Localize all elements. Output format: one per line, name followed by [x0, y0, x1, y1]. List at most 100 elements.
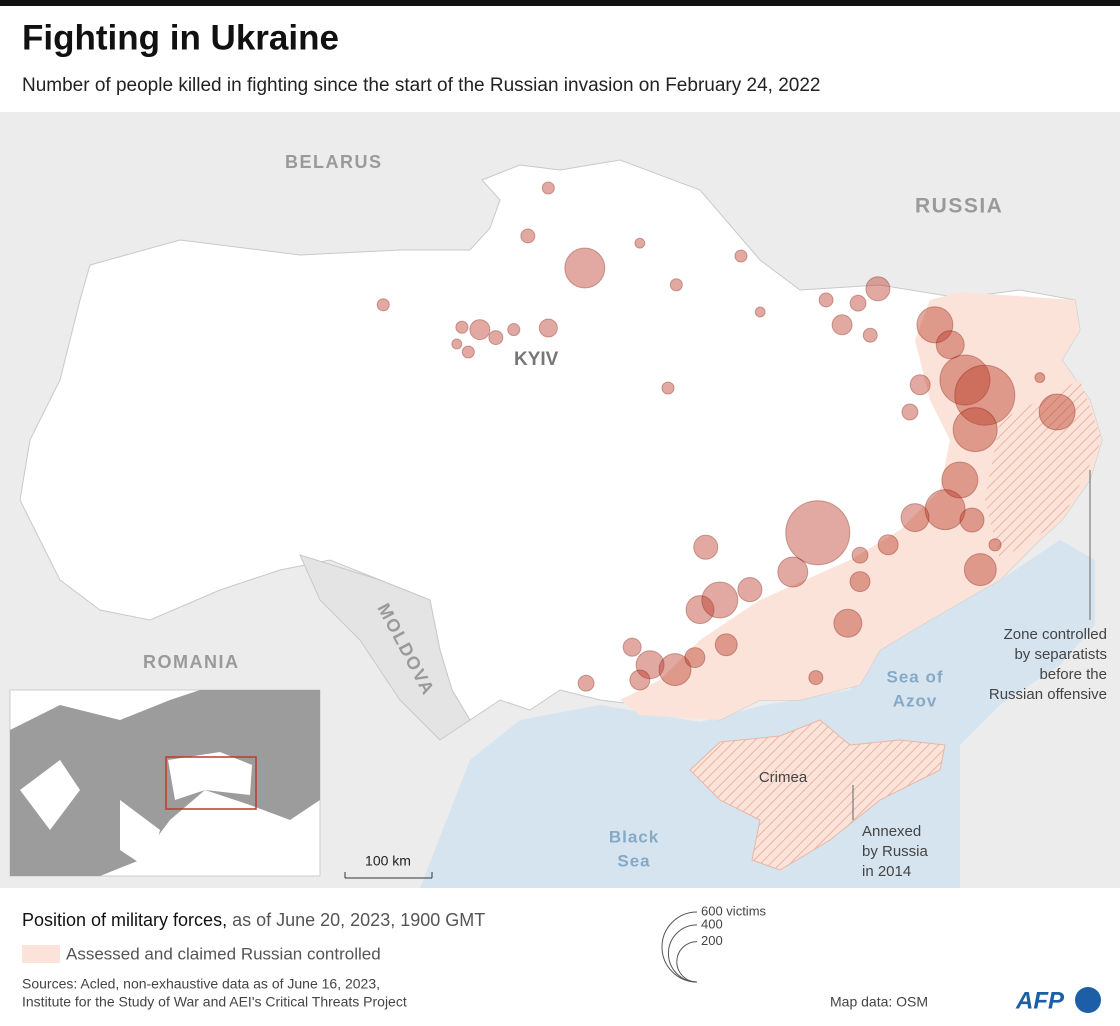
- annotation: Russian offensive: [989, 686, 1107, 703]
- event-bubble: [900, 503, 930, 533]
- event-bubble: [577, 674, 595, 692]
- event-bubble: [622, 637, 642, 657]
- event-bubble: [935, 330, 965, 360]
- country-label: BELARUS: [285, 152, 383, 172]
- event-bubble: [988, 538, 1002, 552]
- event-bubble: [488, 330, 504, 346]
- event-bubble: [737, 577, 763, 603]
- event-bubble: [635, 650, 665, 680]
- event-bubble: [520, 228, 536, 244]
- event-bubble: [693, 534, 719, 560]
- sea-label: Sea of: [886, 667, 943, 686]
- event-bubble: [849, 571, 871, 593]
- annotation: before the: [1039, 666, 1107, 683]
- controlled-legend: Assessed and claimed Russian controlled: [66, 944, 381, 963]
- event-bubble: [963, 553, 997, 587]
- size-legend-label: 200: [701, 933, 723, 948]
- inset-map: [9, 689, 321, 877]
- source: Institute for the Study of War and AEI's…: [22, 994, 407, 1010]
- event-bubble: [909, 374, 931, 396]
- inset-focus: [165, 756, 257, 810]
- event-bubble: [451, 338, 463, 350]
- event-bubble: [959, 507, 985, 533]
- event-bubble: [939, 354, 991, 406]
- position-title: Position of military forces,: [22, 910, 227, 930]
- event-bubble: [754, 306, 766, 318]
- controlled-swatch: [22, 945, 60, 963]
- event-bubble: [684, 647, 706, 669]
- event-bubble: [714, 633, 738, 657]
- event-bubble: [469, 319, 491, 341]
- inset-ukraine: [168, 752, 252, 800]
- event-bubble: [455, 320, 469, 334]
- annotation: in 2014: [862, 863, 911, 880]
- city-label: KYIV: [514, 349, 559, 370]
- event-bubble: [701, 581, 739, 619]
- logo: AFP: [1015, 987, 1065, 1014]
- event-bubble: [507, 323, 521, 337]
- annotation: by Russia: [862, 843, 929, 860]
- country-label: ROMANIA: [143, 652, 240, 672]
- size-legend-label: 600 victims: [701, 903, 767, 918]
- event-bubble: [865, 276, 891, 302]
- scale-label: 100 km: [365, 853, 411, 869]
- sea: [420, 540, 1095, 888]
- event-bubble: [862, 327, 878, 343]
- sea-label: Black: [609, 827, 659, 846]
- event-bubble: [564, 247, 606, 289]
- event-bubble: [924, 489, 966, 531]
- event-bubble: [669, 278, 683, 292]
- top-bar: [0, 0, 1120, 6]
- event-bubble: [661, 381, 675, 395]
- annotation: Zone controlled: [1004, 626, 1107, 643]
- events: [376, 181, 1076, 692]
- subtitle: Number of people killed in fighting sinc…: [22, 75, 820, 96]
- source: Sources: Acled, non-exhaustive data as o…: [22, 976, 380, 992]
- size-legend-label: 400: [701, 916, 723, 931]
- region-label: Crimea: [759, 769, 808, 786]
- event-bubble: [833, 608, 863, 638]
- map-data: Map data: OSM: [830, 994, 928, 1010]
- event-bubble: [849, 294, 867, 312]
- event-bubble: [818, 292, 834, 308]
- sea-label: Azov: [893, 691, 938, 710]
- event-bubble: [541, 181, 555, 195]
- event-bubble: [785, 500, 851, 566]
- inset-land: [10, 690, 320, 876]
- event-bubble: [685, 595, 715, 625]
- sea-label: Sea: [617, 851, 650, 870]
- event-bubble: [952, 407, 998, 453]
- title: Fighting in Ukraine: [22, 18, 339, 57]
- event-bubble: [1034, 372, 1046, 384]
- position-date: as of June 20, 2023, 1900 GMT: [227, 910, 485, 930]
- position-legend: Position of military forces, as of June …: [22, 910, 485, 930]
- crimea: [689, 719, 946, 871]
- event-bubble: [461, 345, 475, 359]
- annotation: Annexed: [862, 823, 921, 840]
- logo-mark: [1075, 987, 1101, 1013]
- event-bubble: [658, 653, 692, 687]
- event-bubble: [1038, 393, 1076, 431]
- event-bubble: [777, 556, 809, 588]
- event-bubble: [831, 314, 853, 336]
- size-legend-arc: [661, 911, 698, 983]
- country-label: RUSSIA: [915, 195, 1003, 218]
- event-bubble: [916, 306, 954, 344]
- event-bubble: [629, 669, 651, 691]
- russian-controlled: [620, 292, 1102, 720]
- event-bubble: [851, 546, 869, 564]
- size-legend-arc: [668, 924, 698, 983]
- event-bubble: [376, 298, 390, 312]
- event-bubble: [808, 670, 824, 686]
- event-bubble: [877, 534, 899, 556]
- size-legend-arc: [676, 941, 698, 983]
- event-bubble: [901, 403, 919, 421]
- event-bubble: [538, 318, 558, 338]
- event-bubble: [734, 249, 748, 263]
- moldova: [299, 554, 471, 741]
- inset-sea: [20, 760, 160, 870]
- event-bubble: [954, 364, 1016, 426]
- annotation: by separatists: [1014, 646, 1107, 663]
